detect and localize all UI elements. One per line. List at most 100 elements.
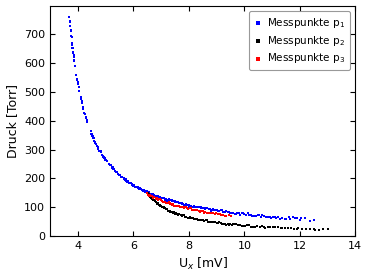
Messpunkte p$_1$ — [173, 200, 179, 204]
Messpunkte p$_1$ — [180, 202, 185, 207]
Messpunkte p$_3$ — [153, 196, 159, 201]
Messpunkte p$_1$ — [110, 167, 116, 171]
Messpunkte p$_1$ — [153, 195, 159, 199]
Messpunkte p$_1$ — [102, 158, 108, 163]
Messpunkte p$_2$ — [299, 227, 305, 231]
Messpunkte p$_2$ — [176, 212, 182, 216]
Messpunkte p$_1$ — [169, 198, 175, 203]
Messpunkte p$_2$ — [259, 224, 265, 228]
Messpunkte p$_2$ — [151, 198, 157, 202]
Messpunkte p$_1$ — [140, 188, 146, 193]
Messpunkte p$_3$ — [201, 210, 207, 215]
Messpunkte p$_1$ — [225, 210, 231, 214]
Messpunkte p$_1$ — [234, 211, 240, 215]
Messpunkte p$_1$ — [181, 203, 187, 207]
Messpunkte p$_1$ — [67, 19, 73, 24]
Messpunkte p$_1$ — [202, 207, 208, 211]
Messpunkte p$_1$ — [81, 107, 86, 111]
Messpunkte p$_1$ — [277, 216, 283, 221]
Messpunkte p$_1$ — [118, 175, 124, 179]
Messpunkte p$_2$ — [161, 205, 167, 209]
Messpunkte p$_2$ — [185, 215, 191, 220]
Messpunkte p$_2$ — [279, 226, 285, 230]
Messpunkte p$_2$ — [291, 226, 297, 231]
Messpunkte p$_1$ — [139, 188, 145, 192]
Messpunkte p$_1$ — [145, 191, 151, 196]
Messpunkte p$_1$ — [215, 209, 221, 213]
Messpunkte p$_1$ — [81, 110, 87, 115]
Messpunkte p$_1$ — [79, 99, 85, 103]
Messpunkte p$_3$ — [213, 211, 219, 215]
Messpunkte p$_2$ — [181, 213, 187, 217]
Messpunkte p$_1$ — [118, 175, 124, 180]
Messpunkte p$_1$ — [104, 159, 110, 163]
Messpunkte p$_2$ — [267, 225, 273, 230]
Messpunkte p$_2$ — [145, 191, 151, 195]
Messpunkte p$_3$ — [208, 211, 214, 215]
Messpunkte p$_1$ — [179, 201, 185, 205]
Messpunkte p$_1$ — [110, 167, 116, 171]
Messpunkte p$_2$ — [173, 211, 179, 215]
Messpunkte p$_1$ — [135, 186, 141, 190]
Messpunkte p$_1$ — [84, 118, 89, 122]
Messpunkte p$_2$ — [170, 210, 176, 215]
Messpunkte p$_1$ — [189, 204, 195, 209]
Messpunkte p$_2$ — [325, 227, 330, 231]
Messpunkte p$_1$ — [75, 82, 81, 86]
Messpunkte p$_2$ — [215, 221, 221, 225]
Messpunkte p$_1$ — [97, 148, 103, 153]
Messpunkte p$_1$ — [286, 215, 291, 220]
Messpunkte p$_1$ — [193, 205, 199, 209]
Messpunkte p$_1$ — [212, 208, 217, 212]
Messpunkte p$_3$ — [191, 208, 197, 212]
Messpunkte p$_1$ — [70, 46, 76, 51]
Messpunkte p$_1$ — [106, 162, 112, 166]
Messpunkte p$_2$ — [187, 215, 193, 219]
Messpunkte p$_1$ — [115, 172, 121, 176]
Messpunkte p$_2$ — [196, 218, 202, 222]
Messpunkte p$_1$ — [145, 192, 151, 196]
Messpunkte p$_2$ — [265, 224, 271, 229]
Messpunkte p$_2$ — [190, 216, 196, 220]
Messpunkte p$_1$ — [292, 215, 298, 220]
Messpunkte p$_2$ — [275, 225, 281, 229]
Messpunkte p$_1$ — [101, 155, 107, 160]
Messpunkte p$_1$ — [88, 131, 94, 136]
Messpunkte p$_1$ — [91, 136, 97, 141]
Messpunkte p$_2$ — [250, 225, 256, 229]
Messpunkte p$_1$ — [150, 192, 156, 196]
Messpunkte p$_1$ — [74, 77, 80, 82]
Messpunkte p$_1$ — [152, 194, 158, 198]
Messpunkte p$_2$ — [288, 226, 294, 230]
Messpunkte p$_2$ — [175, 213, 181, 217]
Messpunkte p$_1$ — [107, 163, 113, 167]
Messpunkte p$_3$ — [199, 209, 205, 214]
Messpunkte p$_1$ — [126, 181, 132, 185]
Messpunkte p$_2$ — [166, 209, 172, 213]
Messpunkte p$_1$ — [101, 156, 107, 160]
Messpunkte p$_1$ — [114, 170, 120, 174]
Messpunkte p$_1$ — [125, 180, 131, 185]
Messpunkte p$_2$ — [227, 222, 233, 227]
Messpunkte p$_2$ — [222, 222, 228, 226]
Messpunkte p$_1$ — [158, 196, 164, 200]
Messpunkte p$_3$ — [169, 203, 175, 207]
Messpunkte p$_2$ — [158, 203, 163, 207]
Messpunkte p$_1$ — [135, 185, 141, 189]
Messpunkte p$_1$ — [238, 211, 244, 215]
Messpunkte p$_1$ — [155, 195, 160, 199]
Messpunkte p$_1$ — [294, 216, 300, 221]
Messpunkte p$_1$ — [136, 185, 142, 190]
Messpunkte p$_1$ — [91, 135, 96, 140]
Legend: Messpunkte p$_1$, Messpunkte p$_2$, Messpunkte p$_3$: Messpunkte p$_1$, Messpunkte p$_2$, Mess… — [249, 11, 350, 70]
Messpunkte p$_2$ — [160, 205, 166, 209]
Messpunkte p$_2$ — [151, 197, 157, 202]
Messpunkte p$_1$ — [210, 207, 216, 211]
Messpunkte p$_1$ — [159, 196, 165, 200]
Messpunkte p$_1$ — [103, 158, 109, 163]
Messpunkte p$_3$ — [204, 211, 210, 215]
Messpunkte p$_1$ — [119, 175, 125, 179]
Messpunkte p$_1$ — [70, 51, 76, 55]
Messpunkte p$_3$ — [155, 198, 160, 202]
Messpunkte p$_3$ — [194, 208, 200, 212]
